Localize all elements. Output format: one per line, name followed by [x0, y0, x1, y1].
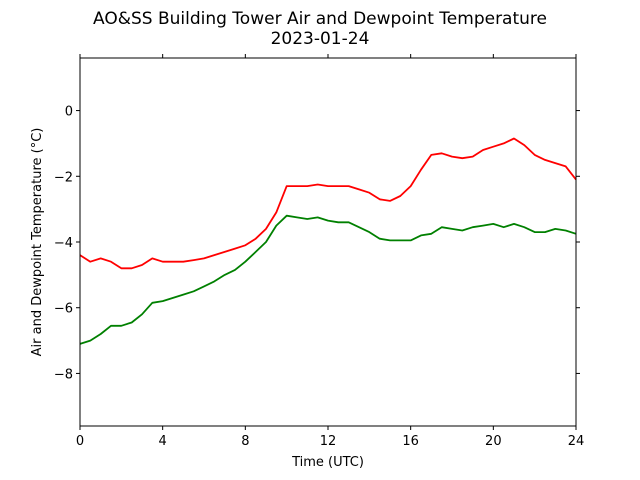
plot-frame: [79, 57, 577, 427]
y-tick-label: 0: [65, 105, 73, 120]
tick-layer: 0 4 8 12 16 20 24 −8 −6 −4 −2 0: [54, 54, 584, 449]
y-tick-label: −2: [54, 170, 73, 185]
x-tick-label: 24: [568, 434, 585, 449]
series-line-1: [79, 214, 577, 345]
x-tick-label: 0: [76, 434, 84, 449]
x-tick-label: 16: [402, 434, 419, 449]
x-tick-label: 4: [159, 434, 167, 449]
y-axis-label: Air and Dewpoint Temperature (°C): [30, 128, 45, 357]
series-line-0: [79, 137, 577, 270]
y-tick-label: −8: [54, 367, 73, 382]
x-tick-label: 8: [241, 434, 249, 449]
x-tick-label: 12: [320, 434, 337, 449]
y-tick-label: −6: [54, 302, 73, 317]
chart-subtitle: 2023-01-24: [271, 29, 370, 49]
series-layer: [79, 137, 577, 345]
x-tick-label: 20: [485, 434, 502, 449]
y-tick-label: −4: [54, 236, 73, 251]
chart-title: AO&SS Building Tower Air and Dewpoint Te…: [93, 9, 547, 29]
x-axis-label: Time (UTC): [291, 455, 364, 470]
